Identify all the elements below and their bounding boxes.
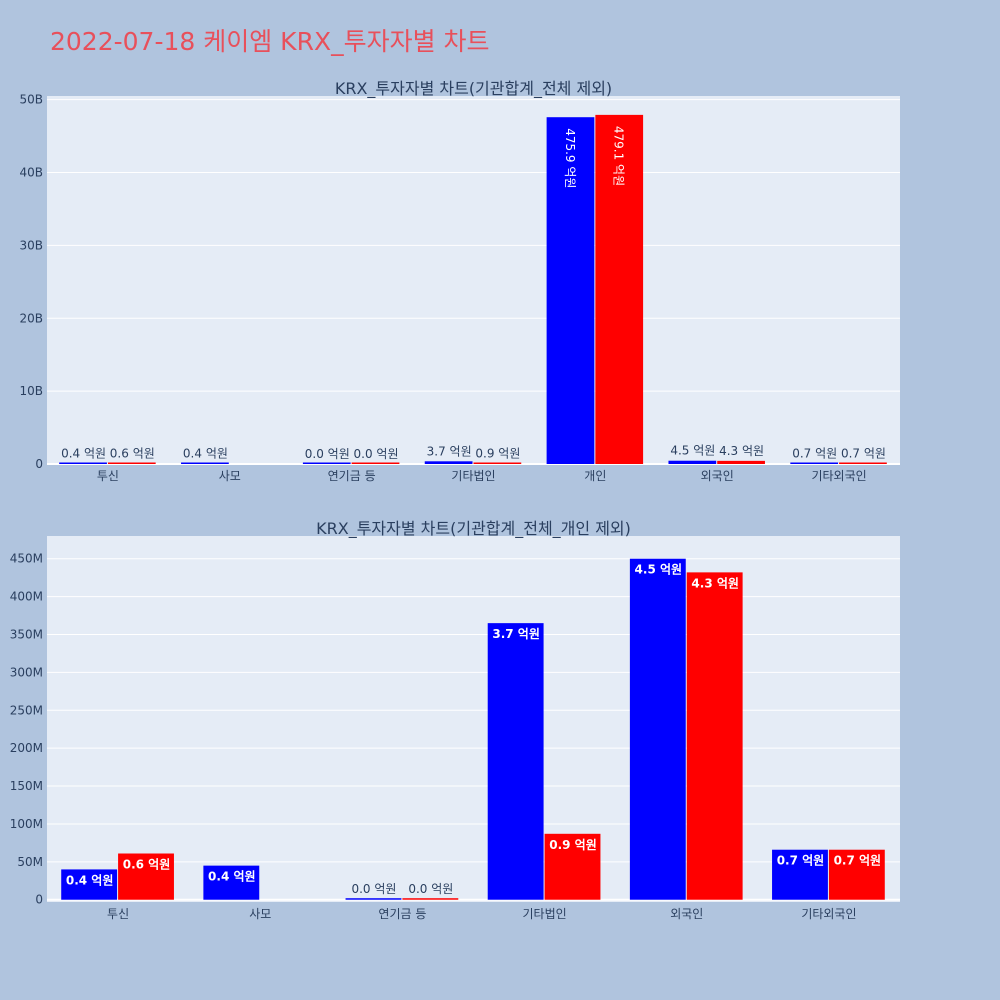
y-tick-label: 400M: [10, 590, 43, 604]
bar: [839, 462, 887, 464]
chart-investor-excl-individual: KRX_투자자별 차트(기관합계_전체_개인 제외) 0 50M 100M 150M 20…: [10, 519, 900, 921]
x-tick-label: 외국인: [701, 469, 734, 483]
y-tick-label: 50M: [17, 855, 43, 869]
data-label: 0.7 억원: [834, 854, 882, 868]
data-label: 0.7 억원: [841, 446, 886, 460]
data-label: 0.0 억원: [354, 447, 399, 461]
data-label: 0.9 억원: [475, 446, 520, 460]
bar: [59, 462, 107, 464]
bar: [790, 462, 839, 464]
data-label: 3.7 억원: [492, 627, 540, 641]
x-tick-label: 투신: [107, 907, 129, 921]
bar: [302, 462, 351, 464]
data-label: 0.4 억원: [61, 447, 106, 461]
bar: [828, 849, 885, 900]
bar: [487, 623, 544, 900]
bar: [181, 462, 229, 464]
data-label: 4.3 억원: [719, 444, 764, 458]
y-tick-label: 250M: [10, 703, 43, 717]
bar: [118, 853, 174, 900]
x-tick-label: 사모: [249, 907, 271, 921]
data-label: 479.1 억원: [612, 126, 626, 186]
y-tick-label: 0: [35, 893, 43, 907]
bar: [595, 114, 644, 465]
x-tick-label: 사모: [219, 469, 241, 483]
bar: [107, 462, 156, 464]
chart-title: KRX_투자자별 차트(기관합계_전체_개인 제외): [316, 519, 631, 539]
data-label: 0.4 억원: [183, 447, 228, 461]
bar: [61, 869, 118, 900]
data-label: 0.0 억원: [351, 882, 396, 896]
bar: [686, 572, 743, 900]
bar: [203, 865, 260, 900]
plot-area: [47, 96, 900, 464]
bar: [629, 558, 686, 900]
y-tick-label: 50B: [19, 93, 43, 107]
x-tick-label: 투신: [97, 469, 119, 483]
data-label: 0.9 억원: [549, 838, 597, 852]
bar: [668, 460, 717, 464]
data-label: 475.9 억원: [563, 128, 577, 188]
x-tick-label: 기타외국인: [811, 469, 866, 483]
bar: [473, 462, 522, 464]
x-tick-label: 연기금 등: [328, 469, 376, 483]
bar: [772, 849, 828, 900]
x-tick-label: 개인: [584, 469, 606, 483]
y-tick-label: 20B: [19, 311, 43, 325]
y-tick-label: 450M: [10, 552, 43, 566]
data-label: 0.0 억원: [305, 447, 350, 461]
bar: [424, 461, 473, 464]
bar: [544, 833, 601, 900]
data-label: 0.0 억원: [408, 882, 453, 896]
data-label: 0.4 억원: [208, 870, 256, 884]
data-label: 0.6 억원: [110, 447, 155, 461]
y-tick-label: 100M: [10, 817, 43, 831]
data-label: 0.7 억원: [777, 854, 825, 868]
chart-title: KRX_투자자별 차트(기관합계_전체 제외): [335, 79, 612, 99]
data-label: 3.7 억원: [427, 444, 472, 458]
x-tick-label: 기타법인: [451, 469, 495, 483]
x-tick-label: 기타외국인: [801, 907, 856, 921]
data-label: 4.3 억원: [691, 576, 739, 590]
x-tick-label: 외국인: [670, 907, 703, 921]
y-tick-label: 40B: [19, 166, 43, 180]
y-tick-label: 350M: [10, 628, 43, 642]
y-tick-label: 0: [35, 457, 43, 471]
data-label: 4.5 억원: [670, 444, 715, 458]
y-tick-label: 300M: [10, 665, 43, 679]
y-tick-label: 200M: [10, 741, 43, 755]
page-title: 2022-07-18 케이엠 KRX_투자자별 차트: [50, 27, 490, 56]
data-label: 0.6 억원: [123, 858, 171, 872]
y-tick-label: 10B: [19, 384, 43, 398]
bar: [717, 460, 765, 464]
x-tick-label: 기타법인: [522, 907, 566, 921]
data-label: 4.5 억원: [635, 563, 683, 577]
y-tick-label: 30B: [19, 238, 43, 252]
bar: [546, 117, 595, 465]
y-tick-label: 150M: [10, 779, 43, 793]
plot-area: [47, 536, 900, 902]
chart-investor-all: KRX_투자자별 차트(기관합계_전체 제외) 0 10B 20B 30B 40B 50B 투…: [19, 79, 900, 483]
bar: [345, 898, 402, 900]
bar: [351, 462, 400, 464]
data-label: 0.7 억원: [792, 446, 837, 460]
data-label: 0.4 억원: [66, 873, 114, 887]
x-tick-label: 연기금 등: [378, 907, 426, 921]
bar: [402, 898, 459, 900]
